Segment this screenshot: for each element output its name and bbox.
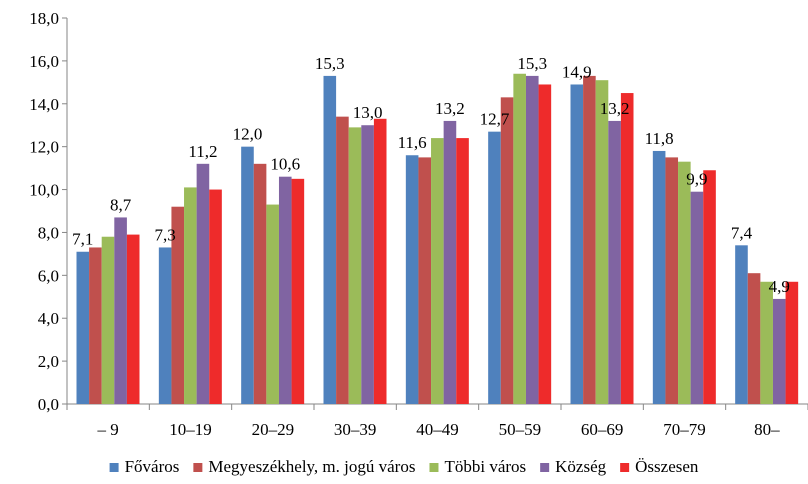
legend-label: Megyeszékhely, m. jogú város — [208, 457, 415, 476]
x-tick-label: 60–69 — [581, 420, 624, 439]
y-tick-label: 4,0 — [38, 309, 59, 328]
y-tick-label: 12,0 — [29, 138, 59, 157]
data-label: 15,3 — [315, 54, 345, 73]
y-tick-label: 0,0 — [38, 395, 59, 414]
bar — [785, 281, 799, 404]
x-tick-label: 30–39 — [334, 420, 377, 439]
legend-label: Többi város — [444, 457, 526, 476]
bar — [278, 176, 292, 404]
x-tick-label: – 9 — [97, 420, 119, 439]
bar — [747, 273, 761, 404]
bar — [525, 75, 539, 405]
data-label: 13,2 — [600, 99, 630, 118]
data-label: 12,0 — [233, 125, 263, 144]
bar — [184, 187, 197, 404]
bar — [89, 247, 102, 404]
y-tick-label: 10,0 — [29, 181, 59, 200]
y-tick-label: 18,0 — [29, 9, 59, 28]
y-tick-label: 6,0 — [38, 266, 59, 285]
bar — [361, 125, 374, 404]
legend-marker — [109, 463, 119, 472]
y-tick-label: 8,0 — [38, 223, 59, 242]
axes: 0,0 2,0 4,0 6,0 8,0 10,0 12,0 14,0 16,0 18,0 – 9 10… — [29, 9, 808, 439]
bar — [500, 97, 514, 404]
legend-marker — [429, 463, 439, 472]
data-label: 7,4 — [731, 223, 753, 242]
bar — [405, 155, 419, 404]
bar — [772, 298, 786, 404]
legend-label: Község — [555, 457, 606, 476]
data-label: 11,6 — [398, 133, 427, 152]
data-labels: 7,1 8,7 7,3 11,2 12,0 10,6 15,3 13,0 11,6 13,2 12,… — [72, 54, 790, 296]
bar — [158, 247, 172, 404]
data-label: 9,9 — [686, 170, 707, 189]
legend-marker — [193, 463, 203, 472]
bar — [488, 131, 501, 404]
data-label: 14,9 — [562, 62, 592, 81]
data-label: 7,1 — [72, 230, 93, 249]
bar — [171, 206, 185, 404]
bar — [678, 161, 691, 404]
y-tick-label: 2,0 — [38, 352, 59, 371]
y-tick-label: 14,0 — [29, 95, 59, 114]
bar — [456, 138, 469, 405]
bar — [209, 189, 222, 404]
bar — [620, 93, 634, 405]
bar — [241, 146, 254, 404]
legend-marker — [620, 463, 630, 472]
y-tick-label: 16,0 — [29, 52, 59, 71]
bar — [735, 245, 748, 404]
data-label: 12,7 — [480, 110, 510, 129]
x-tick-label: 40–49 — [416, 420, 459, 439]
bar — [608, 120, 621, 404]
bar — [348, 127, 362, 404]
bar — [266, 204, 279, 404]
bar — [126, 234, 140, 404]
bar — [114, 217, 127, 404]
legend-label: Főváros — [125, 457, 180, 476]
bar — [196, 163, 210, 404]
bar — [703, 170, 716, 404]
data-label: 8,7 — [110, 195, 132, 214]
data-label: 15,3 — [517, 54, 547, 73]
data-label: 4,9 — [769, 277, 790, 296]
bar — [538, 84, 552, 404]
data-label: 13,2 — [435, 99, 465, 118]
data-label: 11,8 — [645, 129, 674, 148]
legend: Főváros Megyeszékhely, m. jogú város Többi… — [109, 457, 699, 476]
bar — [690, 191, 704, 404]
bar — [323, 75, 337, 405]
x-tick-label: 20–29 — [252, 420, 295, 439]
bar — [665, 157, 679, 404]
bar — [418, 157, 432, 404]
bar — [76, 251, 90, 404]
bar — [652, 150, 666, 404]
x-tick-label: 50–59 — [499, 420, 542, 439]
data-label: 11,2 — [188, 142, 217, 161]
bar — [291, 178, 305, 404]
bar — [443, 120, 457, 404]
legend-label: Összesen — [635, 457, 699, 476]
bar — [570, 84, 584, 404]
bars — [76, 73, 799, 405]
data-label: 13,0 — [353, 103, 383, 122]
data-label: 10,6 — [270, 155, 300, 174]
bar — [253, 163, 267, 404]
bar — [595, 80, 609, 404]
legend-marker — [540, 463, 550, 472]
bar — [513, 73, 526, 404]
bar — [373, 118, 387, 405]
bar — [431, 138, 444, 405]
x-tick-label: 10–19 — [169, 420, 212, 439]
bar — [336, 116, 349, 405]
x-tick-label: 80– — [754, 420, 780, 439]
bar — [760, 281, 773, 404]
x-tick-label: 70–79 — [663, 420, 706, 439]
data-label: 7,3 — [155, 225, 176, 244]
bar — [583, 75, 596, 405]
bar — [101, 236, 115, 404]
